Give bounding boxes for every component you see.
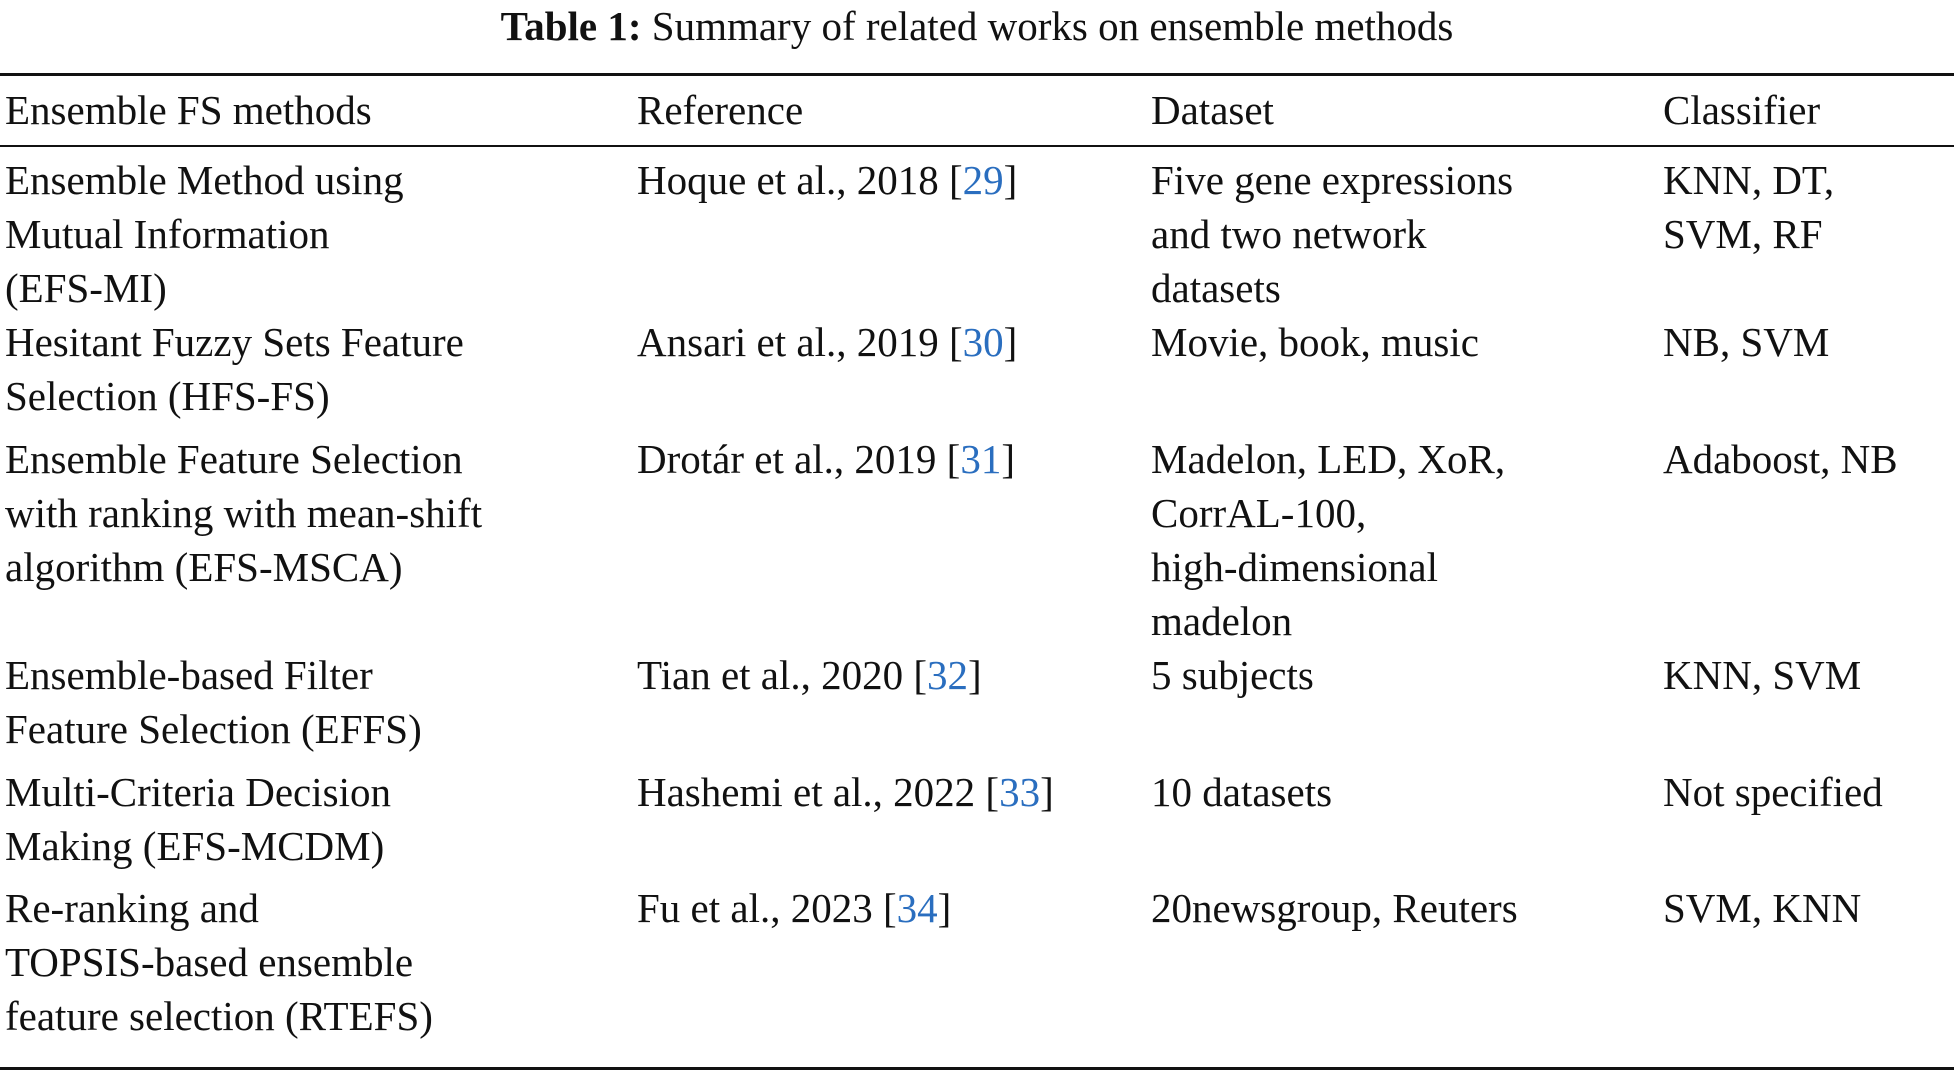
citation-link[interactable]: 33 (999, 769, 1041, 815)
cell-reference: Hoque et al., 2018 [29] (632, 145, 1146, 315)
reference-text: Fu et al., 2023 [ (637, 885, 897, 931)
cell-classifier: SVM, KNN (1663, 885, 1862, 931)
reference-close: ] (937, 885, 952, 931)
reference-text: Hoque et al., 2018 [ (637, 157, 963, 203)
reference-text: Ansari et al., 2019 [ (637, 319, 963, 365)
citation-link[interactable]: 34 (896, 885, 938, 931)
citation-link[interactable]: 31 (960, 436, 1002, 482)
header-reference: Reference (637, 87, 804, 133)
table-caption: Table 1: Summary of related works on ens… (0, 0, 1954, 56)
reference-close: ] (1003, 157, 1018, 203)
cell-reference: Ansari et al., 2019 [30] (632, 315, 1146, 432)
cell-method: Multi-Criteria Decision Making (EFS-MCDM… (5, 769, 391, 869)
header-row: Ensemble FS methods Reference Dataset Cl… (0, 76, 1954, 145)
cell-reference: Tian et al., 2020 [32] (632, 648, 1146, 765)
bottom-rule (0, 1067, 1954, 1070)
cell-dataset: Madelon, LED, XoR, CorrAL-100, high-dime… (1151, 436, 1506, 644)
header-classifier: Classifier (1663, 87, 1821, 133)
cell-dataset: 20newsgroup, Reuters (1151, 885, 1518, 931)
cell-method: Ensemble Feature Selection with ranking … (5, 436, 483, 590)
cell-reference: Fu et al., 2023 [34] (632, 881, 1146, 1043)
reference-text: Hashemi et al., 2022 [ (637, 769, 1000, 815)
cell-dataset: 10 datasets (1151, 769, 1333, 815)
caption-text: Summary of related works on ensemble met… (651, 3, 1454, 49)
citation-link[interactable]: 32 (927, 652, 969, 698)
header-rule (0, 145, 1954, 147)
cell-classifier: KNN, DT, SVM, RF (1663, 157, 1835, 257)
cell-reference: Hashemi et al., 2022 [33] (632, 765, 1146, 881)
table-row: Re-ranking and TOPSIS-based ensemble fea… (0, 881, 1954, 1043)
reference-close: ] (1003, 319, 1018, 365)
cell-method: Hesitant Fuzzy Sets Feature Selection (H… (5, 319, 464, 419)
table-row: Hesitant Fuzzy Sets Feature Selection (H… (0, 315, 1954, 432)
caption-label: Table 1: (500, 3, 642, 49)
cell-dataset: Movie, book, music (1151, 319, 1479, 365)
citation-link[interactable]: 30 (962, 319, 1004, 365)
table-row: Ensemble Feature Selection with ranking … (0, 432, 1954, 648)
related-works-table: Ensemble FS methods Reference Dataset Cl… (0, 76, 1954, 1043)
cell-method: Re-ranking and TOPSIS-based ensemble fea… (5, 885, 433, 1039)
header-method: Ensemble FS methods (5, 87, 372, 133)
table-row: Ensemble-based Filter Feature Selection … (0, 648, 1954, 765)
cell-classifier: Not specified (1663, 769, 1883, 815)
reference-text: Tian et al., 2020 [ (637, 652, 928, 698)
cell-method: Ensemble-based Filter Feature Selection … (5, 652, 422, 752)
cell-dataset: Five gene expressions and two network da… (1151, 157, 1514, 311)
table-row: Ensemble Method using Mutual Information… (0, 145, 1954, 315)
cell-classifier: NB, SVM (1663, 319, 1830, 365)
header-dataset: Dataset (1151, 87, 1274, 133)
table-row: Multi-Criteria Decision Making (EFS-MCDM… (0, 765, 1954, 881)
cell-classifier: Adaboost, NB (1663, 436, 1898, 482)
reference-close: ] (968, 652, 982, 698)
cell-dataset: 5 subjects (1151, 652, 1314, 698)
reference-text: Drotár et al., 2019 [ (637, 436, 961, 482)
cell-classifier: KNN, SVM (1663, 652, 1862, 698)
top-rule (0, 73, 1954, 76)
cell-reference: Drotár et al., 2019 [31] (632, 432, 1146, 648)
cell-method: Ensemble Method using Mutual Information… (5, 157, 404, 311)
citation-link[interactable]: 29 (962, 157, 1004, 203)
reference-close: ] (1001, 436, 1015, 482)
reference-close: ] (1040, 769, 1054, 815)
